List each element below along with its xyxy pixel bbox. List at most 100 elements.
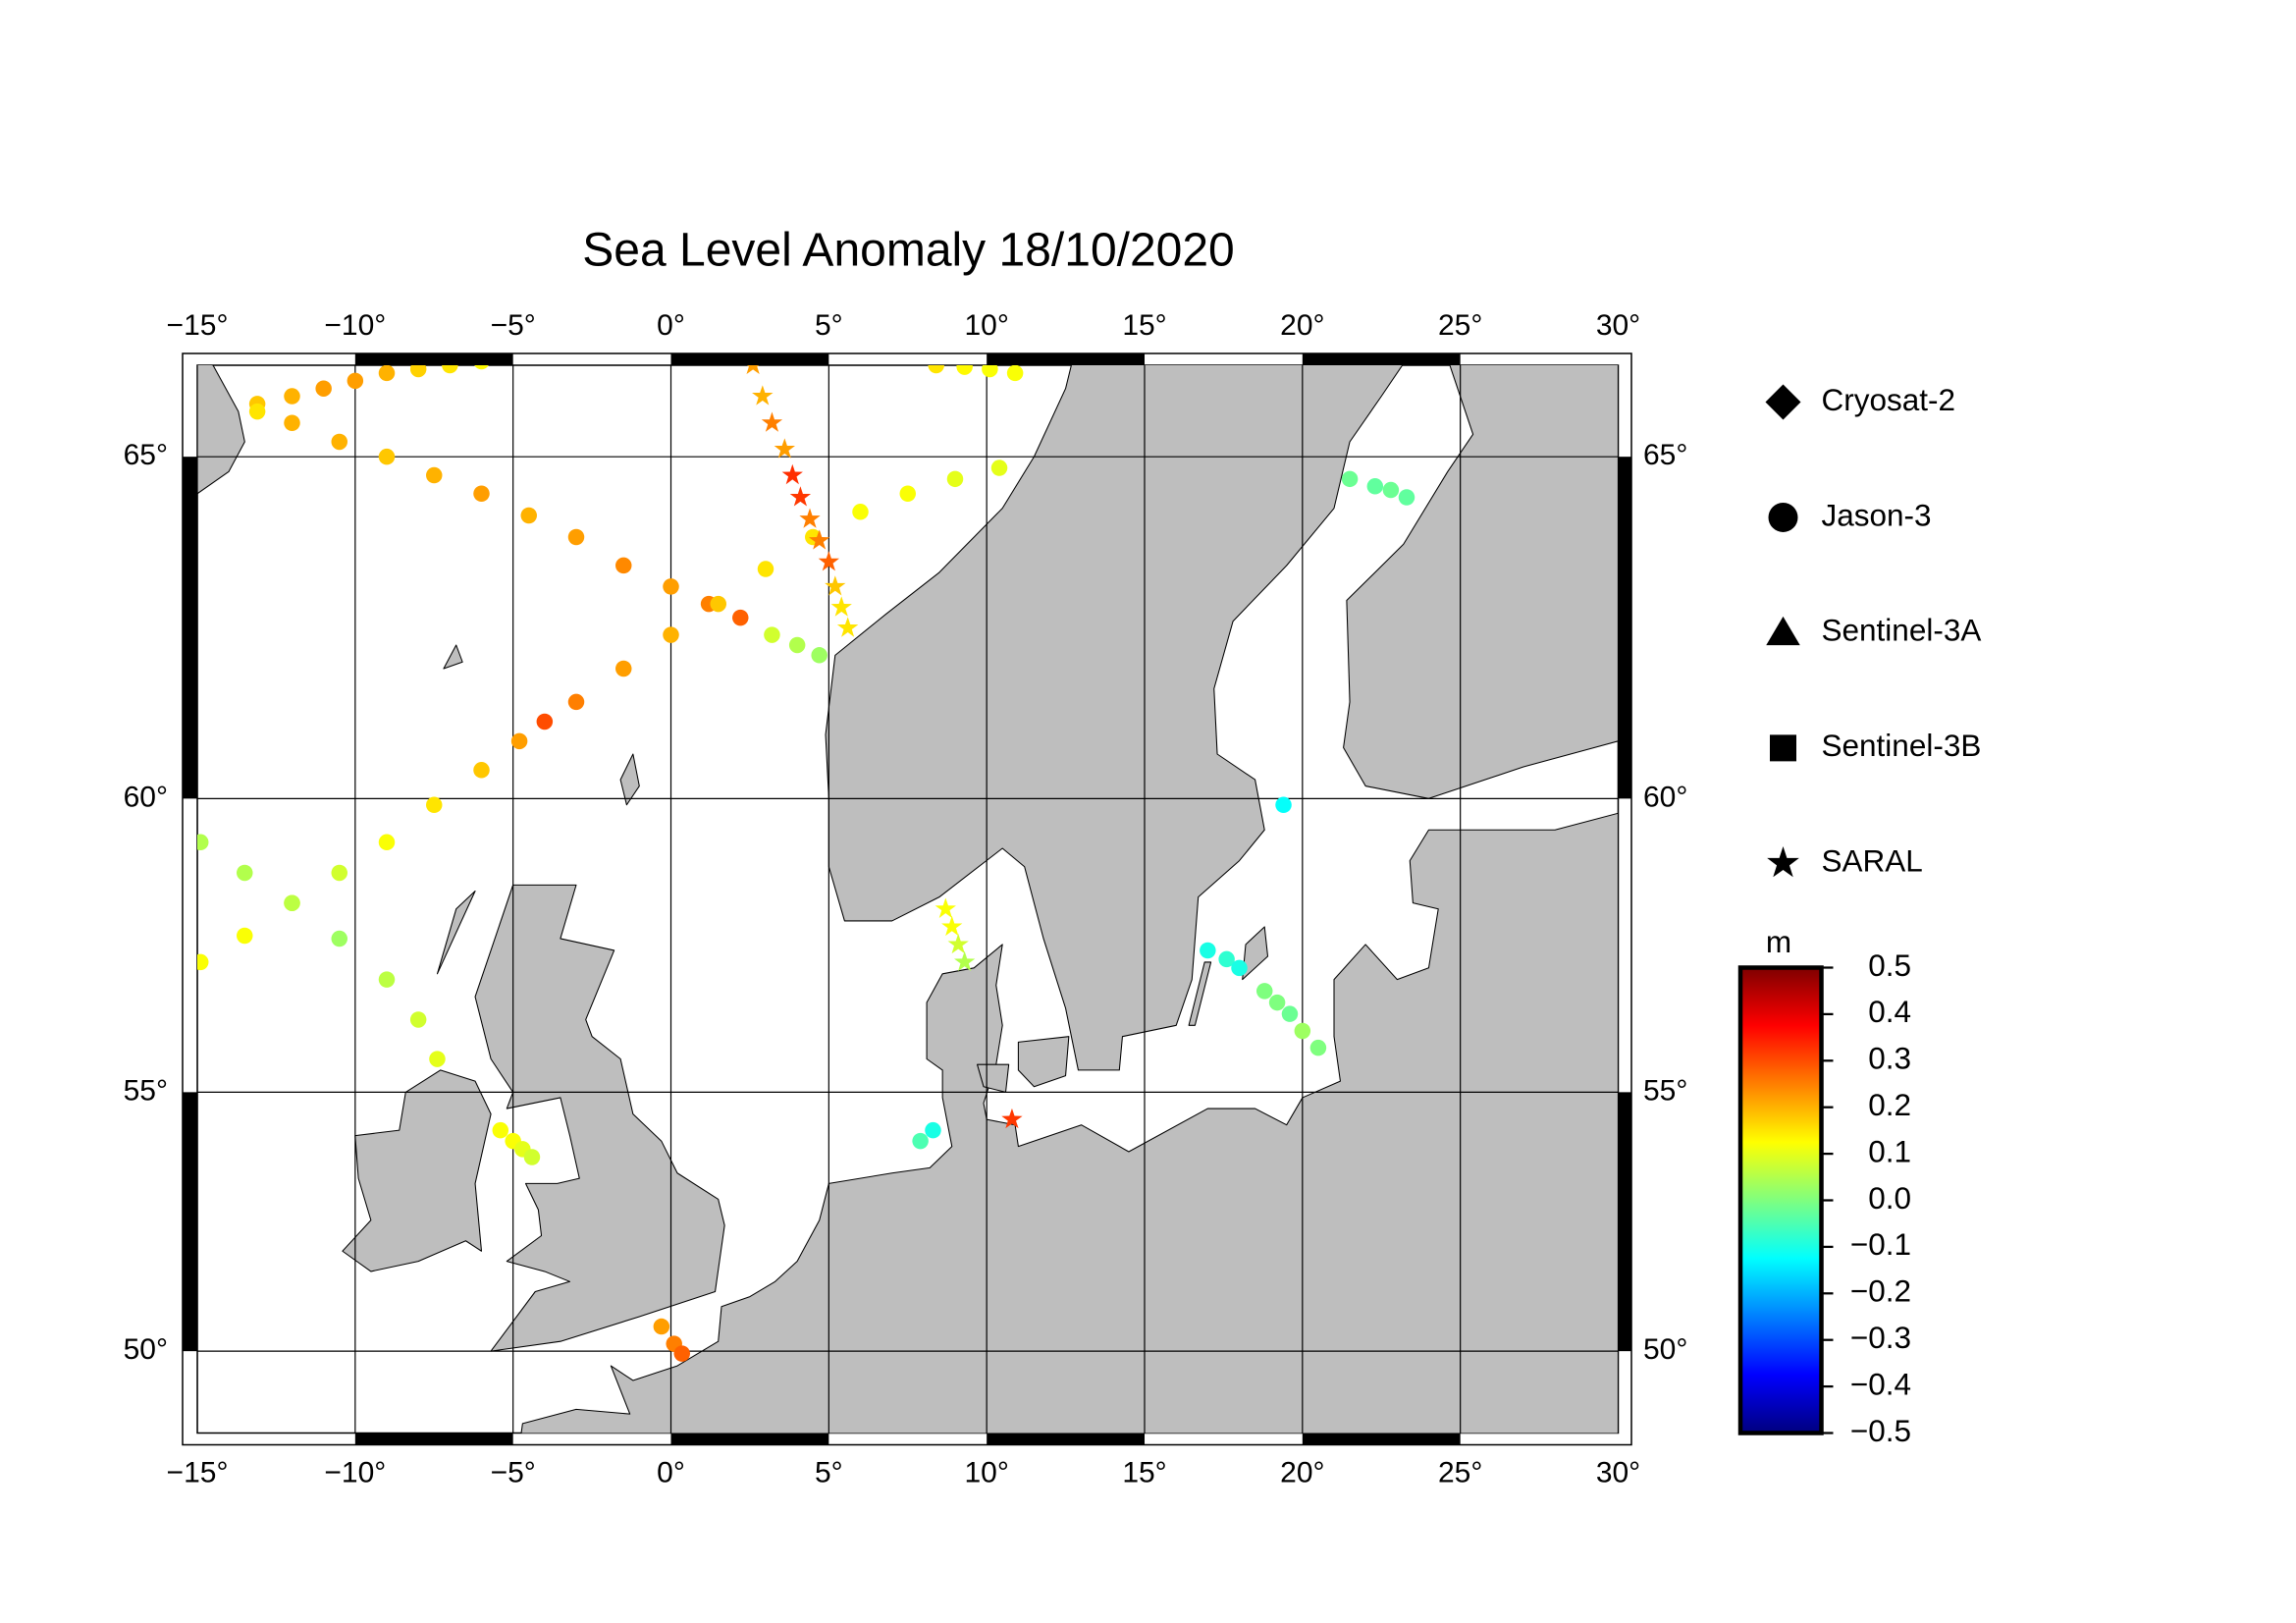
y-tick-label: 65° [124, 439, 168, 471]
x-tick-label: 30° [1596, 309, 1640, 342]
track-point [1231, 959, 1248, 977]
y-tick-label: 60° [124, 781, 168, 813]
track-point [1294, 1022, 1311, 1040]
frame-bars [183, 353, 1632, 1445]
y-tick-label: 65° [1643, 439, 1687, 471]
frame-bar [183, 457, 198, 799]
track-point [331, 864, 348, 882]
frame-bar [183, 1092, 198, 1352]
track-point [757, 561, 774, 577]
frame-bar [1618, 457, 1632, 799]
track-point [990, 460, 1008, 476]
map-title: Sea Level Anomaly 18/10/2020 [582, 225, 1235, 277]
track-point [197, 953, 209, 971]
track-point [781, 463, 803, 485]
track-point [378, 448, 396, 465]
colorbar: m 0.5 0.4 0.3 0.2 0.1 0.0 −0.1 −0.2 −0.3 −0.4 −0.5 [1737, 924, 1911, 1448]
track-point [1398, 489, 1415, 506]
frame-bar [354, 353, 513, 365]
x-tick-label: 30° [1596, 1456, 1640, 1488]
y-tick-label: 60° [1643, 781, 1687, 813]
legend-label: SARAL [1822, 843, 1923, 879]
track-point [409, 365, 427, 378]
frame-bar [1302, 353, 1461, 365]
track-point [284, 894, 300, 911]
legend-marker [1765, 384, 1801, 420]
track-point [567, 693, 585, 711]
land-polygon [1017, 1036, 1070, 1088]
track-point [1309, 1039, 1327, 1056]
track-point [925, 1121, 941, 1139]
frame-bar [670, 353, 829, 365]
track-points [197, 365, 1415, 1362]
track-point [941, 915, 963, 937]
track-point [825, 575, 846, 596]
track-point [331, 433, 348, 451]
frame-bar [987, 1433, 1146, 1445]
track-point [237, 927, 253, 945]
y-tick-label: 55° [124, 1074, 168, 1107]
track-point [1006, 365, 1024, 382]
track-point [752, 385, 774, 406]
y-tick-label: 50° [1643, 1333, 1687, 1366]
colorbar-tick-label: −0.2 [1850, 1273, 1911, 1309]
track-point [520, 507, 538, 524]
track-point [912, 1132, 929, 1150]
track-point [378, 834, 396, 851]
legend: Cryosat-2 Jason-3 Sentinel-3A Sentinel-3B SA… [1765, 382, 1982, 879]
x-tick-label: 0° [657, 1456, 685, 1488]
x-tick-label: −5° [491, 309, 536, 342]
track-point [928, 365, 944, 374]
x-tick-label: −10° [324, 1456, 386, 1488]
track-point [982, 365, 998, 378]
track-point [473, 485, 490, 503]
track-point [1200, 942, 1216, 959]
track-point [429, 1051, 446, 1067]
track-point [836, 617, 859, 637]
land-polygon [443, 644, 463, 670]
track-point [808, 529, 830, 550]
track-point [789, 486, 812, 507]
track-point [492, 1121, 509, 1139]
colorbar-tick-label: 0.4 [1868, 994, 1911, 1029]
legend-label: Sentinel-3A [1822, 613, 1982, 648]
track-point [197, 834, 209, 851]
land-polygon [197, 365, 245, 495]
track-point [663, 626, 679, 643]
track-point [956, 365, 973, 375]
track-point [774, 438, 796, 459]
legend-label: Jason-3 [1822, 497, 1932, 532]
axis-labels: −15° −15° −10° −10° −5° −5° 0° 0° 5° 5° 10° 10° 15° 1… [124, 309, 1688, 1489]
track-point [732, 609, 749, 626]
track-point [811, 647, 828, 664]
track-point [1366, 478, 1384, 495]
track-point [1001, 1108, 1023, 1129]
frame-bar [1618, 1092, 1632, 1352]
frame-bar [1302, 1433, 1461, 1445]
track-point [426, 466, 443, 484]
track-point [615, 660, 632, 677]
track-point [852, 504, 869, 520]
x-tick-label: 0° [657, 309, 685, 342]
track-point [378, 365, 396, 382]
track-point [1275, 796, 1292, 814]
colorbar-tick-label: 0.2 [1868, 1087, 1911, 1122]
track-point [567, 528, 585, 546]
track-point [1255, 983, 1273, 1000]
track-point [510, 732, 528, 750]
track-point [764, 626, 780, 643]
track-point [799, 508, 821, 528]
x-tick-label: 20° [1280, 1456, 1324, 1488]
track-point [615, 557, 632, 574]
track-point [315, 380, 332, 397]
x-tick-label: 10° [964, 1456, 1008, 1488]
land-polygon [1242, 926, 1269, 981]
graticule [197, 365, 1619, 1434]
colorbar-tick-label: −0.3 [1850, 1320, 1911, 1355]
land-polygon [825, 365, 1404, 1071]
land-polygon [436, 890, 476, 975]
track-point [248, 403, 266, 420]
colorbar-scale [1737, 965, 1824, 1435]
land-polygon [1188, 961, 1212, 1026]
